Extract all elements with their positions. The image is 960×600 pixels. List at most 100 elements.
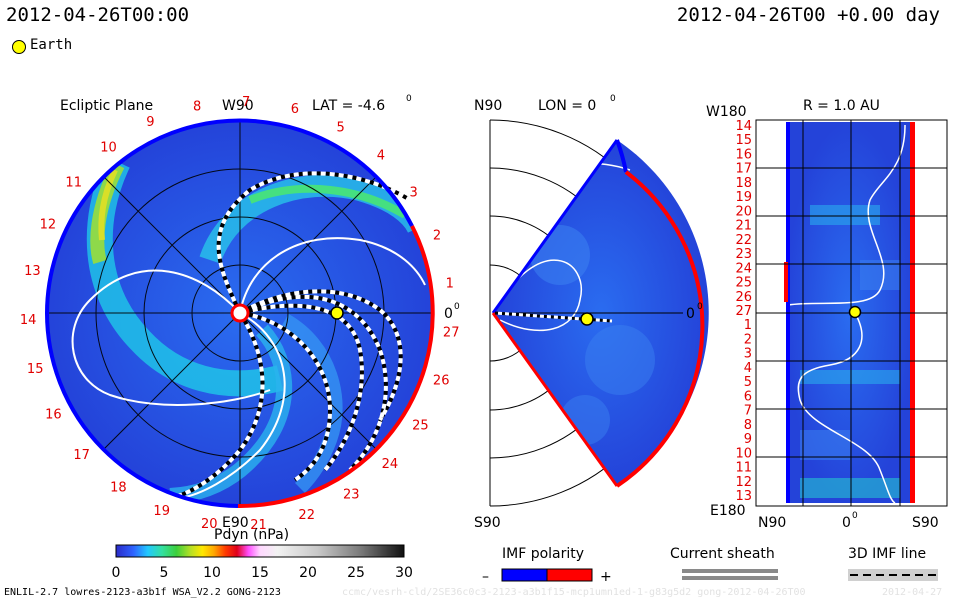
radius-left-tick: 9 [744,432,752,447]
meridional-lon-label: LON = 0 [538,98,596,114]
radius-left-tick: 18 [735,176,752,191]
current-sheath-label: Current sheath [670,546,775,562]
header-right-title: 2012-04-26T00 +0.00 day [676,4,940,26]
ecliptic-carrington-tick: 20 [201,517,218,532]
meridional-panel: N90 LON = 0 0 S90 0 0 [474,94,709,531]
ecliptic-carrington-tick: 26 [433,374,450,389]
radius-left-tick: 12 [735,475,752,490]
radius-bottom-tick-s90: S90 [912,515,939,531]
colorbar-tick: 0 [112,565,121,581]
colorbar-label: Pdyn (nPa) [214,527,289,543]
imf-polarity-legend: IMF polarity – + [482,546,612,585]
ecliptic-carrington-tick: 9 [146,115,154,130]
ecliptic-bottom-label: E90 [222,515,249,531]
earth-marker-ecliptic [330,306,344,320]
imf-plus-label: + [600,569,612,585]
ecliptic-carrington-tick: 21 [250,518,267,533]
radius-bottom-tick-0-unit: 0 [852,511,858,521]
colorbar-tick: 25 [347,565,365,581]
ecliptic-carrington-tick: 10 [100,141,117,156]
radius-r-label: R = 1.0 AU [803,98,880,114]
ecliptic-right-unit: 0 [454,302,460,312]
ecliptic-carrington-tick: 25 [412,418,429,433]
colorbar-tick: 20 [299,565,317,581]
radius-bottom-tick-n90: N90 [758,515,786,531]
footer-date: 2012-04-27 [882,587,943,598]
ecliptic-carrington-tick: 14 [20,313,37,328]
radius-left-tick: 27 [735,304,752,319]
earth-legend-label: Earth [30,37,73,53]
radius-left-tick: 5 [744,375,752,390]
meridional-right-unit: 0 [697,302,703,312]
ecliptic-carrington-tick: 19 [153,504,170,519]
ecliptic-carrington-tick: 13 [24,264,41,279]
ecliptic-carrington-tick: 27 [443,326,460,341]
ecliptic-carrington-tick: 15 [27,362,44,377]
radius-left-tick: 15 [735,133,752,148]
radius-left-tick: 21 [735,219,752,234]
radius-left-tick: 4 [744,361,752,376]
ecliptic-carrington-tick: 4 [377,149,385,164]
colorbar-tick: 30 [395,565,413,581]
radius-left-tick: 19 [735,190,752,205]
radius-left-tick: 20 [735,204,752,219]
ecliptic-carrington-tick: 6 [291,102,299,117]
colorbar: Pdyn (nPa) 0 5 10 15 20 25 30 [112,527,413,581]
radius-left-tick: 22 [735,233,752,248]
radius-panel: R = 1.0 AU W180 E180 1415161718192021222… [706,98,948,531]
ecliptic-carrington-tick: 18 [110,481,127,496]
meridional-bottom-label: S90 [474,515,501,531]
radius-left-tick: 8 [744,418,752,433]
radius-left-tick: 1 [744,318,752,333]
ecliptic-carrington-tick: 23 [343,487,360,502]
header-left-title: 2012-04-26T00:00 [6,4,190,26]
footer-model: ENLIL-2.7 lowres-2123-a3b1f WSA_V2.2 GON… [4,587,281,598]
radius-left-tick: 25 [735,276,752,291]
ecliptic-carrington-tick: 7 [242,95,250,110]
ecliptic-carrington-tick: 16 [45,408,62,423]
ecliptic-panel: Ecliptic Plane W90 E90 LAT = -4.6 0 0 0 … [20,94,460,533]
ecliptic-carrington-tick: 12 [40,217,57,232]
radius-left-tick: 23 [735,247,752,262]
colorbar-tick: 5 [160,565,169,581]
meridional-lon-unit: 0 [610,94,616,104]
radius-left-tick: 10 [735,446,752,461]
colorbar-tick: 15 [251,565,269,581]
radius-left-tick: 6 [744,389,752,404]
ecliptic-top-label: W90 [222,98,254,114]
ecliptic-carrington-tick: 5 [336,120,344,135]
imf-minus-label: – [482,569,489,585]
imf-line-legend: 3D IMF line [848,546,938,581]
radius-left-tick: 7 [744,404,752,419]
colorbar-tick: 10 [203,565,221,581]
ecliptic-lat-unit: 0 [406,94,412,104]
ecliptic-carrington-tick: 2 [433,229,441,244]
radius-left-tick: 3 [744,347,752,362]
earth-marker-meridional [580,312,594,326]
ecliptic-right-label: 0 [444,306,453,322]
meridional-top-label: N90 [474,98,502,114]
ecliptic-carrington-tick: 11 [65,176,82,191]
ecliptic-carrington-tick: 24 [382,457,399,472]
radius-left-tick: 11 [735,461,752,476]
ecliptic-carrington-tick: 22 [298,508,315,523]
radius-left-tick: 16 [735,148,752,163]
radius-left-tick: 14 [735,119,752,134]
ecliptic-carrington-tick: 8 [193,99,201,114]
footer-path: ccmc/vesrh-cld/2SE36c0c3-2123-a3b1f15-mc… [342,587,806,598]
radius-bottom-left-label: E180 [710,503,746,519]
meridional-right-label: 0 [686,306,695,322]
ecliptic-lat-label: LAT = -4.6 [312,98,385,114]
radius-bottom-tick-0: 0 [842,515,851,531]
radius-left-tick: 24 [735,261,752,276]
ecliptic-carrington-tick: 17 [73,448,90,463]
current-sheath-legend: Current sheath [670,546,778,580]
ecliptic-carrington-tick: 1 [446,276,454,291]
ecliptic-title: Ecliptic Plane [60,98,153,114]
ecliptic-carrington-tick: 3 [410,185,418,200]
earth-legend-icon [12,40,26,54]
imf-polarity-label: IMF polarity [502,546,584,562]
radius-left-tick: 17 [735,162,752,177]
earth-marker-radius [848,305,862,319]
